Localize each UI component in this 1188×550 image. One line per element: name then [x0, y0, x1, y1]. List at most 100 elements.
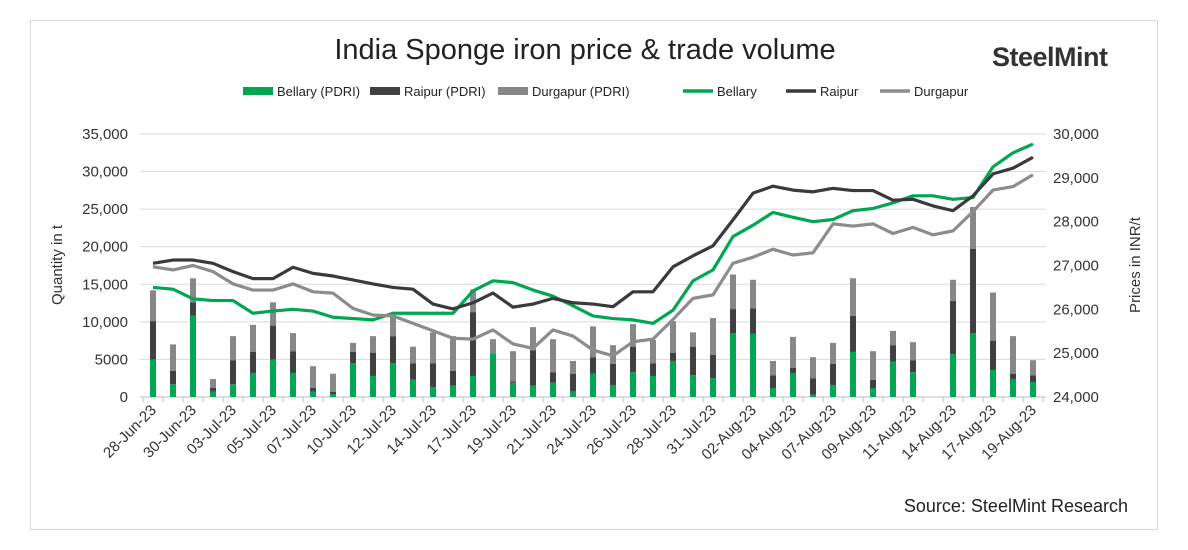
- bar-bellary: [750, 333, 756, 397]
- bar-bellary: [530, 385, 536, 397]
- y-axis-title: Quantity in t: [49, 224, 66, 305]
- bar-bellary: [690, 375, 696, 397]
- bar-bellary: [730, 333, 736, 397]
- legend-label: Bellary: [717, 84, 757, 99]
- line-bellary: [152, 142, 1034, 325]
- bar-bellary: [270, 359, 276, 397]
- bar-raipur: [650, 363, 656, 376]
- bar-durgapur: [990, 292, 996, 341]
- legend-label: Raipur: [820, 84, 859, 99]
- bar-durgapur: [330, 373, 336, 392]
- bar-bellary: [610, 384, 616, 397]
- bar-durgapur: [850, 278, 856, 316]
- bar-durgapur: [410, 346, 416, 364]
- bar-durgapur: [290, 333, 296, 352]
- bar-bellary: [470, 375, 476, 397]
- bar-durgapur: [890, 330, 896, 346]
- bar-raipur: [250, 351, 256, 373]
- bar-raipur: [210, 387, 216, 392]
- bar-durgapur: [910, 342, 916, 361]
- bar-durgapur: [350, 342, 356, 352]
- y2-tick-label: 27,000: [1053, 258, 1099, 275]
- bar-durgapur: [570, 360, 576, 374]
- bar-raipur: [330, 391, 336, 394]
- bar-durgapur: [210, 378, 216, 388]
- legend-swatch: [243, 87, 273, 95]
- y2-axis-title: Prices in INR/t: [1127, 216, 1144, 313]
- bar-bellary: [490, 353, 496, 397]
- bar-raipur: [750, 308, 756, 334]
- y2-tick-label: 28,000: [1053, 214, 1099, 231]
- bar-bellary: [210, 391, 216, 397]
- bar-bellary: [170, 384, 176, 397]
- y2-tick-label: 29,000: [1053, 170, 1099, 187]
- bar-durgapur: [470, 289, 476, 313]
- bar-durgapur: [710, 318, 716, 355]
- bar-raipur: [1030, 375, 1036, 382]
- bar-raipur: [290, 351, 296, 373]
- y-tick-label: 25,000: [82, 201, 128, 218]
- bar-durgapur: [230, 336, 236, 361]
- line-raipur: [152, 155, 1034, 311]
- bar-durgapur: [490, 339, 496, 354]
- bar-bellary: [790, 372, 796, 397]
- bar-raipur: [870, 379, 876, 388]
- bar-bellary: [910, 372, 916, 397]
- bar-durgapur: [810, 357, 816, 379]
- bar-durgapur: [310, 366, 316, 388]
- bar-bellary: [390, 363, 396, 397]
- bar-bellary: [370, 375, 376, 397]
- legend-label: Durgapur: [914, 84, 969, 99]
- bar-bellary: [1010, 378, 1016, 397]
- bar-durgapur: [370, 336, 376, 353]
- y2-tick-label: 26,000: [1053, 301, 1099, 318]
- bar-durgapur: [190, 278, 196, 303]
- bar-durgapur: [270, 302, 276, 326]
- y-tick-label: 20,000: [82, 239, 128, 256]
- bar-raipur: [470, 312, 476, 376]
- bar-durgapur: [430, 332, 436, 364]
- y-tick-label: 15,000: [82, 276, 128, 293]
- bar-durgapur: [770, 360, 776, 376]
- chart-title: India Sponge iron price & trade volume: [334, 34, 836, 66]
- bar-raipur: [350, 351, 356, 364]
- bar-bellary: [830, 384, 836, 397]
- legend-swatch: [498, 87, 528, 95]
- bar-raipur: [810, 378, 816, 395]
- bar-durgapur: [550, 339, 556, 373]
- line-durgapur: [152, 173, 1034, 358]
- y-tick-label: 5000: [95, 351, 128, 368]
- y2-tick-label: 30,000: [1053, 126, 1099, 143]
- bar-bellary: [670, 360, 676, 397]
- bar-bellary: [450, 385, 456, 397]
- bar-durgapur: [590, 326, 596, 358]
- source-note: Source: SteelMint Research: [903, 496, 1128, 516]
- bar-raipur: [790, 367, 796, 373]
- bar-durgapur: [670, 321, 676, 353]
- bar-durgapur: [170, 344, 176, 371]
- bar-bellary: [230, 384, 236, 397]
- bar-raipur: [430, 363, 436, 388]
- bar-bellary: [990, 369, 996, 397]
- bar-raipur: [310, 387, 316, 392]
- bar-bellary: [850, 351, 856, 397]
- bar-durgapur: [790, 336, 796, 368]
- bar-durgapur: [870, 351, 876, 380]
- bar-durgapur: [730, 274, 736, 310]
- bar-bellary: [550, 382, 556, 397]
- bar-raipur: [630, 346, 636, 373]
- bar-bellary: [770, 387, 776, 397]
- y-tick-label: 30,000: [82, 164, 128, 181]
- legend-label: Durgapur (PDRI): [532, 84, 630, 99]
- bar-durgapur: [690, 332, 696, 347]
- legend-label: Raipur (PDRI): [404, 84, 486, 99]
- bar-raipur: [190, 302, 196, 316]
- bar-raipur: [570, 373, 576, 391]
- bar-raipur: [510, 381, 516, 383]
- bar-bellary: [570, 390, 576, 397]
- bar-bellary: [410, 379, 416, 397]
- y-tick-label: 0: [120, 389, 128, 406]
- bar-durgapur: [150, 290, 156, 322]
- bar-bellary: [310, 391, 316, 397]
- bar-raipur: [590, 357, 596, 374]
